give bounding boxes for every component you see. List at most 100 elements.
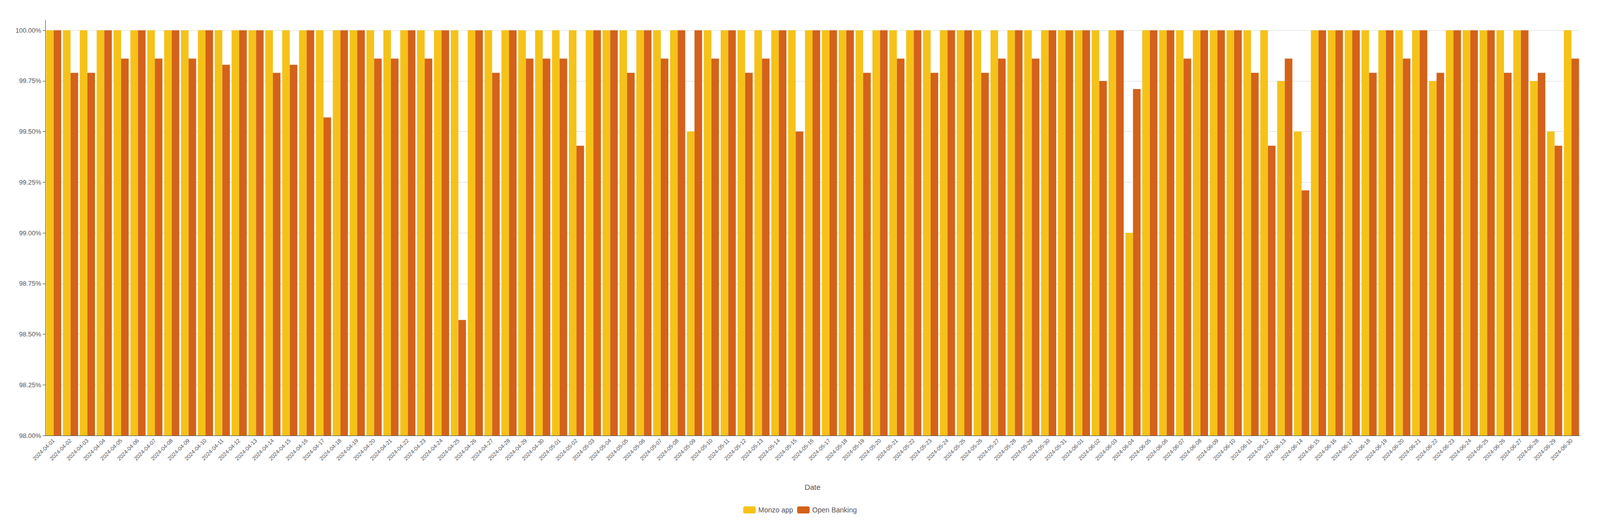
svg-text:2024-06-04: 2024-06-04 [1110, 437, 1136, 462]
svg-text:2024-04-07: 2024-04-07 [132, 437, 157, 462]
svg-text:2024-04-02: 2024-04-02 [48, 437, 73, 462]
svg-text:2024-06-08: 2024-06-08 [1178, 437, 1203, 462]
svg-text:2024-06-25: 2024-06-25 [1465, 437, 1490, 462]
svg-text:2024-05-03: 2024-05-03 [571, 437, 596, 462]
svg-text:2024-05-05: 2024-05-05 [604, 437, 630, 462]
svg-text:2024-04-05: 2024-04-05 [98, 437, 124, 462]
svg-text:2024-05-19: 2024-05-19 [841, 437, 866, 462]
svg-text:99.25%: 99.25% [19, 178, 42, 186]
svg-text:2024-04-22: 2024-04-22 [385, 437, 410, 462]
svg-text:2024-06-26: 2024-06-26 [1481, 437, 1507, 462]
svg-text:2024-05-25: 2024-05-25 [942, 437, 967, 462]
svg-text:2024-04-29: 2024-04-29 [503, 437, 528, 462]
svg-text:2024-04-15: 2024-04-15 [267, 437, 292, 462]
svg-text:2024-05-01: 2024-05-01 [537, 437, 562, 462]
svg-text:2024-05-08: 2024-05-08 [655, 437, 680, 462]
svg-text:2024-06-01: 2024-06-01 [1060, 437, 1085, 462]
svg-text:2024-04-10: 2024-04-10 [183, 437, 208, 462]
svg-text:2024-05-02: 2024-05-02 [554, 437, 579, 462]
svg-text:2024-06-23: 2024-06-23 [1431, 437, 1456, 462]
svg-text:2024-06-21: 2024-06-21 [1397, 437, 1422, 462]
svg-text:2024-04-30: 2024-04-30 [520, 437, 545, 462]
svg-text:2024-05-24: 2024-05-24 [925, 437, 950, 462]
svg-text:2024-04-03: 2024-04-03 [65, 437, 90, 462]
svg-text:2024-05-26: 2024-05-26 [959, 437, 984, 462]
svg-text:2024-05-13: 2024-05-13 [739, 437, 765, 462]
svg-text:2024-04-20: 2024-04-20 [351, 437, 377, 462]
svg-text:2024-04-28: 2024-04-28 [486, 437, 512, 462]
svg-text:2024-04-18: 2024-04-18 [318, 437, 343, 462]
svg-text:2024-05-20: 2024-05-20 [857, 437, 883, 462]
svg-text:2024-05-21: 2024-05-21 [874, 437, 899, 462]
svg-text:2024-05-04: 2024-05-04 [588, 437, 613, 462]
svg-text:98.00%: 98.00% [19, 431, 42, 440]
svg-text:2024-05-11: 2024-05-11 [706, 437, 731, 462]
svg-text:2024-04-13: 2024-04-13 [233, 437, 259, 462]
svg-text:2024-06-06: 2024-06-06 [1144, 437, 1169, 462]
svg-text:2024-06-10: 2024-06-10 [1212, 437, 1237, 462]
svg-text:2024-05-14: 2024-05-14 [756, 437, 781, 462]
svg-text:2024-04-21: 2024-04-21 [368, 437, 394, 462]
svg-text:2024-06-16: 2024-06-16 [1313, 437, 1338, 462]
svg-text:2024-04-12: 2024-04-12 [217, 437, 242, 462]
svg-text:2024-06-05: 2024-06-05 [1127, 437, 1153, 462]
svg-text:2024-06-18: 2024-06-18 [1346, 437, 1372, 462]
svg-text:98.25%: 98.25% [19, 380, 42, 389]
svg-text:2024-04-06: 2024-04-06 [115, 437, 141, 462]
svg-text:2024-04-01: 2024-04-01 [31, 437, 56, 462]
svg-text:2024-06-19: 2024-06-19 [1363, 437, 1389, 462]
svg-text:2024-05-31: 2024-05-31 [1043, 437, 1068, 462]
svg-text:2024-06-30: 2024-06-30 [1549, 437, 1574, 462]
svg-text:2024-05-12: 2024-05-12 [723, 437, 748, 462]
svg-text:2024-05-29: 2024-05-29 [1009, 437, 1034, 462]
svg-text:2024-04-08: 2024-04-08 [149, 437, 174, 462]
svg-text:2024-06-12: 2024-06-12 [1245, 437, 1271, 462]
svg-text:2024-05-30: 2024-05-30 [1026, 437, 1051, 462]
svg-text:2024-04-19: 2024-04-19 [335, 437, 360, 462]
svg-text:2024-06-24: 2024-06-24 [1448, 437, 1473, 462]
svg-text:2024-06-13: 2024-06-13 [1262, 437, 1287, 462]
svg-text:Monzo app: Monzo app [758, 505, 793, 514]
svg-text:2024-05-27: 2024-05-27 [975, 437, 1001, 462]
svg-text:2024-04-11: 2024-04-11 [200, 437, 225, 462]
svg-text:2024-06-15: 2024-06-15 [1296, 437, 1321, 462]
svg-text:2024-04-09: 2024-04-09 [166, 437, 191, 462]
svg-text:2024-06-20: 2024-06-20 [1380, 437, 1405, 462]
svg-text:2024-05-10: 2024-05-10 [689, 437, 714, 462]
svg-text:2024-06-03: 2024-06-03 [1094, 437, 1119, 462]
svg-text:98.75%: 98.75% [19, 279, 42, 287]
svg-text:2024-04-16: 2024-04-16 [284, 437, 309, 462]
svg-text:Date: Date [804, 482, 821, 491]
svg-text:2024-04-27: 2024-04-27 [470, 437, 495, 462]
svg-text:2024-05-22: 2024-05-22 [891, 437, 916, 462]
svg-text:2024-05-18: 2024-05-18 [824, 437, 849, 462]
svg-text:2024-05-16: 2024-05-16 [790, 437, 815, 462]
svg-text:2024-06-09: 2024-06-09 [1195, 437, 1220, 462]
svg-text:100.00%: 100.00% [15, 26, 42, 35]
svg-text:98.50%: 98.50% [19, 330, 42, 338]
svg-text:2024-05-09: 2024-05-09 [672, 437, 697, 462]
svg-text:99.50%: 99.50% [19, 127, 42, 136]
svg-text:2024-05-17: 2024-05-17 [807, 437, 832, 462]
svg-text:2024-04-23: 2024-04-23 [402, 437, 427, 462]
svg-text:2024-06-07: 2024-06-07 [1161, 437, 1186, 462]
svg-text:2024-05-23: 2024-05-23 [908, 437, 933, 462]
svg-text:2024-06-11: 2024-06-11 [1229, 437, 1254, 462]
svg-text:2024-04-04: 2024-04-04 [82, 437, 107, 462]
svg-text:2024-04-26: 2024-04-26 [453, 437, 478, 462]
svg-text:2024-04-24: 2024-04-24 [419, 437, 444, 462]
svg-text:2024-05-07: 2024-05-07 [638, 437, 663, 462]
svg-text:2024-06-02: 2024-06-02 [1077, 437, 1102, 462]
svg-text:2024-04-25: 2024-04-25 [436, 437, 461, 462]
svg-text:2024-05-28: 2024-05-28 [992, 437, 1018, 462]
svg-text:2024-06-14: 2024-06-14 [1279, 437, 1304, 462]
svg-text:2024-06-22: 2024-06-22 [1414, 437, 1439, 462]
svg-text:2024-04-14: 2024-04-14 [250, 437, 276, 462]
svg-text:99.75%: 99.75% [19, 76, 42, 85]
svg-text:99.00%: 99.00% [19, 229, 42, 237]
svg-text:Open Banking: Open Banking [812, 505, 857, 514]
svg-text:2024-06-17: 2024-06-17 [1330, 437, 1355, 462]
svg-text:2024-05-15: 2024-05-15 [773, 437, 798, 462]
svg-text:2024-05-06: 2024-05-06 [621, 437, 647, 462]
svg-text:2024-04-17: 2024-04-17 [301, 437, 326, 462]
